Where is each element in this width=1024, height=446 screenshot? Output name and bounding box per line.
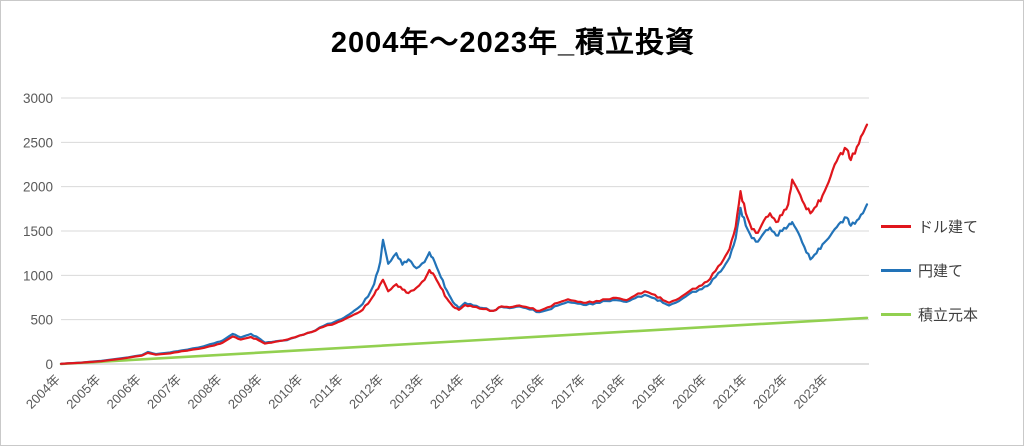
- svg-text:2016年: 2016年: [508, 372, 548, 412]
- svg-text:2019年: 2019年: [629, 372, 669, 412]
- svg-text:2023年: 2023年: [790, 372, 830, 412]
- legend-line-principal: [881, 312, 911, 316]
- svg-text:2011年: 2011年: [306, 372, 346, 412]
- legend-item-usd: ドル建て: [881, 215, 978, 237]
- svg-text:2010年: 2010年: [265, 372, 305, 412]
- legend-line-usd: [881, 224, 911, 228]
- svg-text:2014年: 2014年: [427, 372, 467, 412]
- svg-text:2017年: 2017年: [548, 372, 588, 412]
- svg-text:0: 0: [45, 357, 53, 372]
- legend-item-yen: 円建て: [881, 259, 978, 281]
- svg-text:3000: 3000: [23, 91, 53, 106]
- legend-label-principal: 積立元本: [918, 306, 979, 324]
- svg-text:2013年: 2013年: [386, 372, 426, 412]
- svg-text:2015年: 2015年: [467, 372, 507, 412]
- svg-text:2007年: 2007年: [144, 372, 184, 412]
- svg-text:2006年: 2006年: [104, 372, 144, 412]
- svg-text:2005年: 2005年: [63, 372, 103, 412]
- legend-line-yen: [881, 268, 911, 272]
- svg-text:2012年: 2012年: [346, 372, 386, 412]
- chart-title: 2004年〜2023年_積立投資: [330, 27, 696, 59]
- svg-text:1000: 1000: [23, 268, 53, 283]
- svg-text:1500: 1500: [23, 224, 53, 239]
- svg-text:2500: 2500: [23, 135, 53, 150]
- svg-text:2020年: 2020年: [669, 372, 709, 412]
- svg-text:2000: 2000: [23, 180, 53, 195]
- legend-label-yen: 円建て: [918, 262, 964, 280]
- svg-text:2021年: 2021年: [710, 372, 750, 412]
- svg-text:2022年: 2022年: [750, 372, 790, 412]
- svg-text:2009年: 2009年: [225, 372, 265, 412]
- svg-text:500: 500: [30, 313, 53, 328]
- legend-label-usd: ドル建て: [918, 218, 979, 236]
- svg-text:2018年: 2018年: [588, 372, 628, 412]
- legend-item-principal: 積立元本: [881, 303, 978, 325]
- svg-text:2004年: 2004年: [23, 372, 63, 412]
- svg-text:2008年: 2008年: [184, 372, 224, 412]
- legend: ドル建て 円建て 積立元本: [881, 215, 978, 325]
